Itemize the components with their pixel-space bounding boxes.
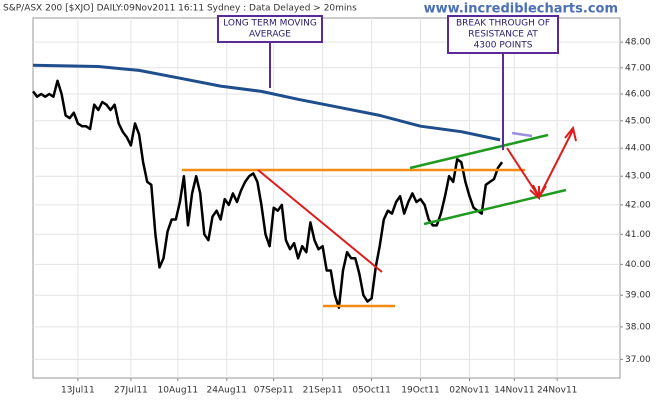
watermark: www.incrediblecharts.com [424,2,618,17]
annotation-text: BREAK THROUGH OF [456,19,550,29]
arrow-up [539,129,574,196]
down-trend-line [257,169,383,273]
y-tick-label: 43.00 [625,172,651,182]
series-line [32,79,504,310]
x-tick-label: 10Aug11 [158,386,198,396]
x-tick-label: 27Jul11 [114,386,148,396]
y-tick-label: 47.00 [625,63,651,73]
annotation-text: AVERAGE [249,30,291,40]
annotation-text: LONG TERM MOVING [223,19,317,29]
arrow-down [506,147,538,195]
y-tick-label: 37.00 [625,355,651,365]
annotation-box [217,15,323,43]
x-tick-label: 13Jul11 [61,386,95,396]
annotation: BREAK THROUGH OF RESISTANCE AT 4300 POIN… [447,15,559,150]
annotation-text: RESISTANCE AT [468,30,538,40]
y-tick-label: 48.00 [625,38,651,48]
arrow-head [564,125,577,142]
x-tick-label: 14Nov11 [494,386,534,396]
arrow-head [532,184,547,200]
y-tick-label: 46.00 [625,90,651,100]
annotation-box [447,15,559,54]
chart-title: S&P/ASX 200 [$XJO] DAILY:09Nov2011 16:11… [3,4,357,14]
y-tick-label: 40.00 [625,260,651,270]
y-tick-label: 41.00 [625,230,651,240]
annotation-text: 4300 POINTS [474,41,533,51]
y-tick-label: 45.00 [625,116,651,126]
channel-upper [409,133,549,170]
x-tick-label: 02Nov11 [449,386,489,396]
y-tick-label: 42.00 [625,200,651,210]
y-tick-label: 44.00 [625,144,651,154]
series-line [32,63,501,142]
overlays [182,125,577,308]
channel-lower [423,188,567,226]
x-tick-label: 24Nov11 [537,386,577,396]
annotation: LONG TERM MOVING AVERAGE [217,15,323,88]
y-tick-label: 39.00 [625,291,651,301]
x-tick-label: 07Sep11 [254,386,294,396]
x-tick-label: 21Sep11 [303,386,343,396]
ma-projection [511,131,533,138]
x-tick-label: 05Oct11 [352,386,390,396]
marks [32,63,504,310]
y-tick-label: 38.00 [625,322,651,332]
x-tick-label: 24Aug11 [207,386,247,396]
x-tick-label: 19Oct11 [401,386,439,396]
